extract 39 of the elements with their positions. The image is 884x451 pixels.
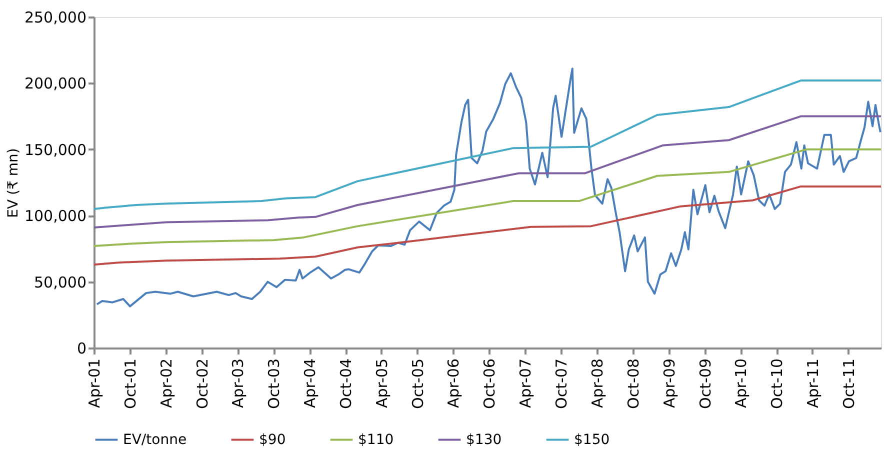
line-series xyxy=(93,185,882,266)
legend-label: $90 xyxy=(259,432,286,448)
x-tick-label: Apr-05 xyxy=(372,358,391,408)
y-tick-label: 150,000 xyxy=(24,140,86,159)
y-axis-title: EV (₹ mn) xyxy=(5,148,22,218)
y-tick-label: 50,000 xyxy=(34,273,86,292)
x-tick-label: Apr-02 xyxy=(157,358,176,408)
x-tick-label: Oct-01 xyxy=(121,358,140,409)
x-tick-label: Oct-05 xyxy=(408,358,427,409)
x-tick-label: Apr-04 xyxy=(301,358,320,408)
y-tick-label: 250,000 xyxy=(24,8,86,26)
x-tick-label: Oct-08 xyxy=(624,358,642,409)
line-series xyxy=(93,115,882,229)
x-tick-label: Apr-10 xyxy=(732,358,750,408)
x-tick-label: Apr-08 xyxy=(588,358,606,408)
y-tick-label: 100,000 xyxy=(24,207,86,226)
x-tick-label: Oct-07 xyxy=(552,358,570,409)
x-tick-label: Oct-09 xyxy=(696,358,714,409)
x-tick-label: Oct-11 xyxy=(840,358,858,409)
legend-label: EV/tonne xyxy=(123,432,187,448)
x-tick-label: Apr-01 xyxy=(86,358,104,408)
x-tick-label: Apr-06 xyxy=(444,358,463,408)
legend-label: $150 xyxy=(574,432,610,448)
x-tick-label: Oct-03 xyxy=(265,358,284,409)
x-tick-label: Apr-07 xyxy=(516,358,534,408)
x-tick-label: Oct-06 xyxy=(480,358,499,409)
line-series xyxy=(93,80,882,210)
x-tick-label: Oct-02 xyxy=(193,358,212,409)
x-tick-label: Apr-03 xyxy=(229,358,248,408)
line-series xyxy=(93,148,882,248)
y-tick-label: 0 xyxy=(76,340,86,358)
x-tick-label: Oct-04 xyxy=(337,358,356,409)
legend-label: $130 xyxy=(466,432,502,448)
y-tick-label: 200,000 xyxy=(24,74,86,93)
line-series xyxy=(96,68,882,308)
x-tick-label: Apr-09 xyxy=(660,358,678,408)
x-tick-label: Oct-10 xyxy=(768,358,786,409)
x-tick-label: Apr-11 xyxy=(804,358,822,408)
legend-label: $110 xyxy=(358,432,394,448)
